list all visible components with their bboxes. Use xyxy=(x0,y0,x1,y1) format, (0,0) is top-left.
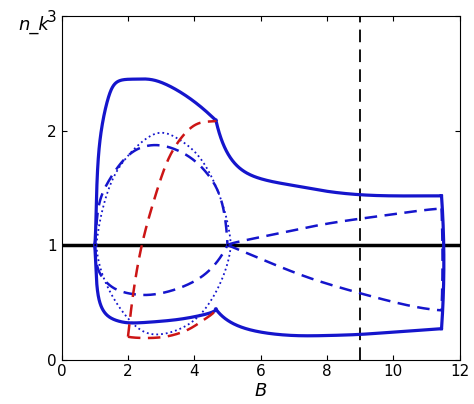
Y-axis label: n_k: n_k xyxy=(18,16,49,34)
X-axis label: B: B xyxy=(255,382,267,400)
